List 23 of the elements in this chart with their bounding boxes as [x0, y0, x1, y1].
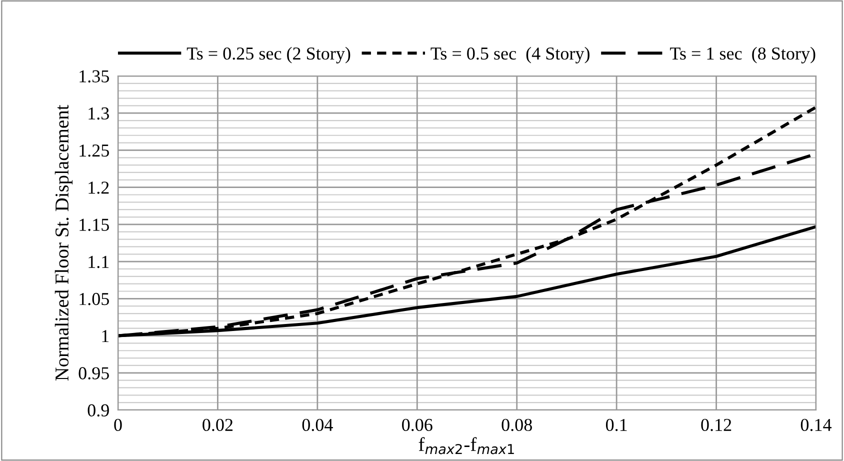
y-tick-label: 1.1: [88, 256, 109, 268]
y-axis-title: Normalized Floor St. Displacement: [54, 104, 73, 381]
y-tick-label: 1.25: [80, 144, 109, 157]
y-tick-label: 1.15: [80, 218, 109, 231]
x-tick-label: 0.12: [701, 418, 732, 432]
y-tick-label: 0.9: [88, 404, 109, 417]
x-tick-label: 0.08: [502, 418, 532, 432]
legend-label: Ts = 0.25 sec (2 Story): [186, 46, 350, 64]
y-tick-label: 1.3: [88, 107, 109, 120]
legend-label: Ts = 1 sec (8 Story): [670, 46, 816, 64]
x-axis-title: f$_{max2}$-f$_{max1}$: [418, 437, 514, 454]
legend-label: Ts = 0.5 sec (4 Story): [430, 46, 590, 64]
y-tick-label: 0.95: [78, 367, 109, 380]
y-tick-label: 1.35: [80, 70, 109, 83]
x-tick-label: 0.1: [606, 418, 627, 432]
x-tick-label: 0.04: [302, 418, 333, 432]
y-tick-label: 1.05: [80, 292, 109, 306]
x-tick-label: 0.06: [402, 418, 432, 432]
y-tick-label: 1: [102, 330, 109, 342]
x-tick-label: 0.02: [202, 418, 233, 432]
y-tick-label: 1.2: [88, 182, 109, 194]
x-tick-label: 0.14: [800, 418, 832, 432]
x-tick-label: 0: [114, 418, 122, 432]
